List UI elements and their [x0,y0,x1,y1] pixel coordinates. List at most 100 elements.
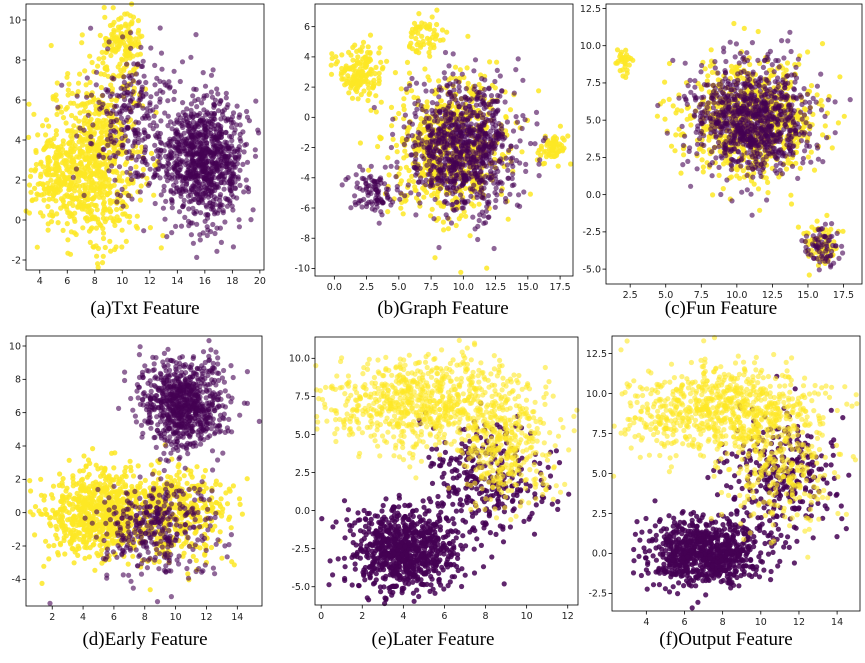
scatter-point [818,97,824,104]
scatter-point [408,190,414,196]
scatter-point [192,180,198,186]
scatter-point [64,192,70,198]
scatter-point [120,57,126,63]
scatter-point [412,110,418,116]
scatter-point [398,86,404,92]
scatter-point [203,212,209,218]
scatter-point [60,115,67,121]
scatter-point [409,133,415,139]
scatter-point [481,220,487,226]
scatter-point [83,82,89,88]
scatter-point [127,213,133,220]
scatter-point [202,83,209,89]
scatter-point [196,183,202,189]
x-tick-label: 20 [254,276,266,287]
scatter-point [427,45,434,51]
scatter-point [479,76,485,82]
scatter-point [35,132,41,138]
scatter-point [463,86,469,92]
scatter-point [483,180,489,186]
scatter-point [110,5,116,11]
scatter-point [367,32,374,38]
scatter-point [135,18,141,24]
scatter-point [398,190,404,196]
scatter-point [189,158,195,164]
scatter-point [201,107,207,113]
scatter-point [244,159,251,165]
scatter-point [80,225,86,231]
scatter-point [708,47,714,53]
scatter-point [196,134,202,140]
scatter-point [811,167,818,173]
scatter-point [45,157,51,163]
scatter-point [223,163,229,170]
scatter-point [441,70,447,76]
scatter-point [66,128,72,134]
x-tick-label: 8 [92,276,98,287]
y-tick-label: 2 [15,175,21,186]
scatter-point [97,32,103,39]
scatter-point [497,73,503,79]
scatter-point [81,127,87,133]
scatter-point [197,140,203,146]
scatter-point [91,130,97,136]
scatter-point [514,119,521,125]
scatter-point [154,134,160,140]
scatter-point [368,163,374,169]
scatter-point [666,60,673,67]
scatter-point [339,52,345,58]
scatter-point [438,168,444,174]
scatter-point [88,92,95,98]
scatter-point [499,88,505,94]
scatter-point [88,134,94,140]
scatter-point [128,21,134,27]
scatter-point [162,82,168,88]
scatter-point [88,25,94,31]
scatter-point [183,136,190,142]
scatter-point [385,155,391,161]
scatter-point [237,182,243,188]
scatter-point [27,173,34,179]
scatter-point [485,141,492,147]
scatter-point [755,28,761,35]
scatter-point [401,124,407,130]
scatter-point [199,199,206,205]
scatter-point [68,146,74,152]
scatter-point [450,129,456,135]
scatter-point [360,39,367,45]
scatter-point [210,207,216,213]
scatter-point [434,101,440,107]
scatter-point [42,168,48,174]
scatter-point [165,113,171,119]
scatter-point [89,177,95,183]
scatter-point [808,83,815,89]
scatter-point [135,30,141,36]
scatter-point [420,185,426,191]
scatter-point [425,171,431,177]
y-tick-label: -4 [301,173,310,184]
scatter-point [91,146,98,152]
scatter-point [197,237,203,243]
scatter-point [127,13,133,19]
scatter-point [64,159,71,165]
scatter-point [221,159,227,165]
scatter-point [460,101,466,107]
scatter-point [505,216,511,222]
scatter-point [98,135,104,141]
scatter-point [406,178,412,184]
scatter-point [35,181,41,187]
scatter-point [493,197,499,204]
scatter-point [74,133,80,139]
scatter-point [204,92,210,99]
scatter-point [489,164,495,170]
scatter-point [177,78,183,85]
scatter-point [543,148,549,154]
scatter-point [478,185,484,191]
scatter-point [366,85,372,91]
scatter-point [328,71,335,77]
scatter-point [476,180,483,186]
scatter-point [133,130,139,136]
axes-frame [314,3,574,277]
scatter-point [437,126,443,132]
scatter-point [378,59,384,65]
